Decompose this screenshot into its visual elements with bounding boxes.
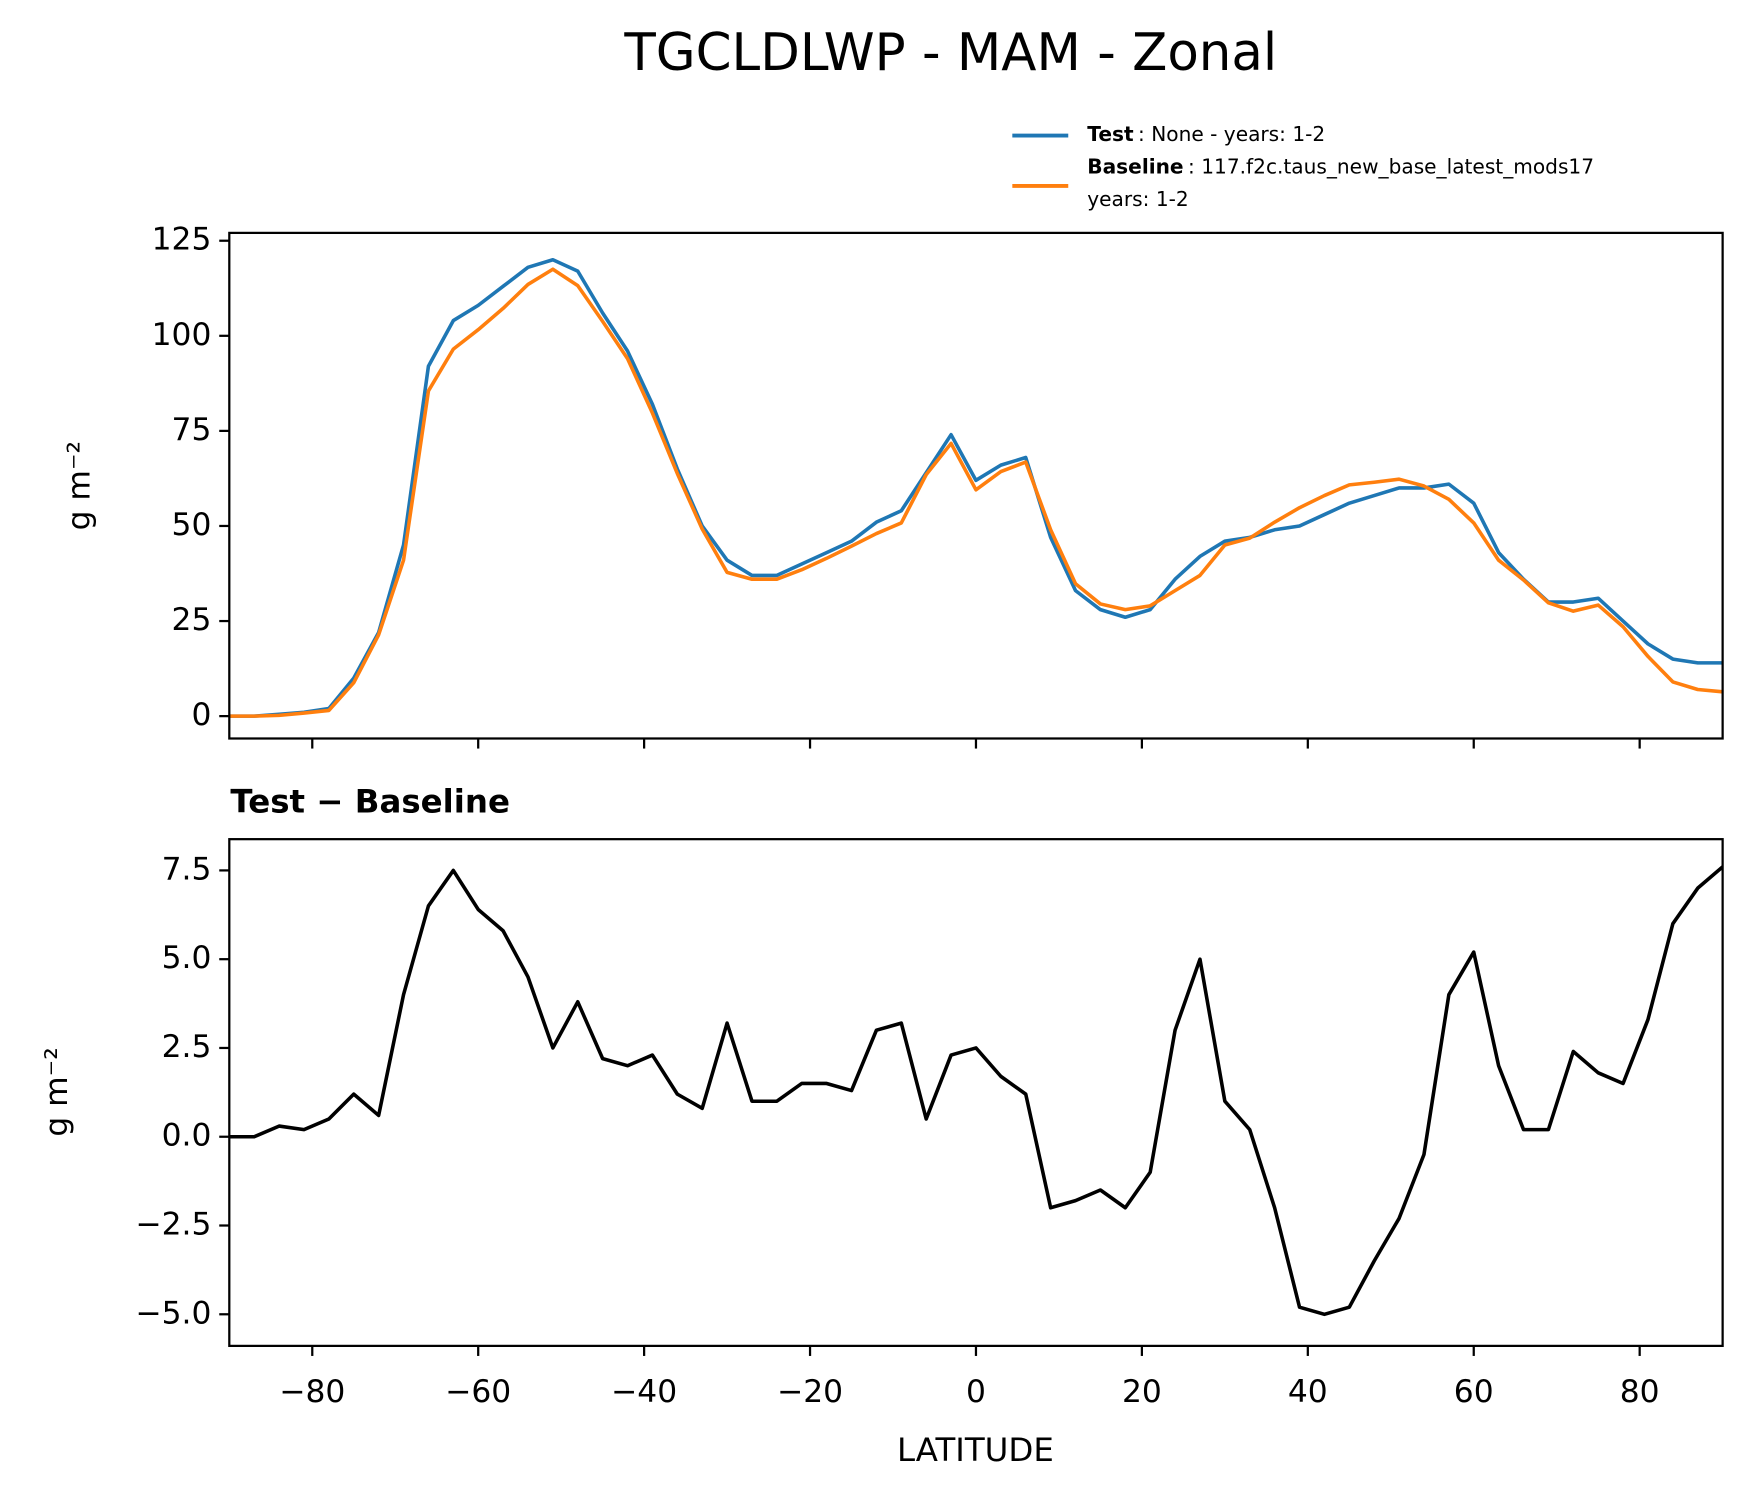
axes-frame — [228, 838, 1724, 1348]
data-line — [229, 865, 1723, 1317]
data-line — [229, 267, 1723, 718]
x-tick-label: −80 — [279, 1374, 345, 1410]
legend-name: Baseline — [1087, 155, 1183, 179]
x-tick-label: −20 — [777, 1374, 843, 1410]
panel-title: Test − Baseline — [230, 782, 510, 820]
legend-text: : None - years: 1-2 — [1138, 122, 1325, 146]
y-tick-label: 7.5 — [162, 851, 212, 887]
x-tick-label: 60 — [1454, 1374, 1494, 1410]
data-line — [229, 257, 1723, 718]
y-tick-label: 50 — [172, 507, 212, 543]
y-tick-label: 5.0 — [162, 940, 212, 976]
x-tick-label: −60 — [445, 1374, 511, 1410]
y-tick-label: −2.5 — [135, 1207, 211, 1243]
x-axis-label: LATITUDE — [897, 1431, 1054, 1469]
x-tick-label: 40 — [1288, 1374, 1328, 1410]
y-axis-label: g m⁻² — [62, 441, 98, 530]
y-tick-label: 0 — [191, 697, 211, 733]
figure-title: TGCLDLWP - MAM - Zonal — [623, 23, 1277, 83]
axes-frame — [228, 231, 1724, 740]
x-tick-label: −40 — [611, 1374, 677, 1410]
x-tick-label: 20 — [1122, 1374, 1162, 1410]
legend-text: : 117.f2c.taus_new_base_latest_mods17 — [1188, 155, 1594, 179]
y-tick-label: 75 — [172, 412, 212, 448]
x-tick-label: 80 — [1620, 1374, 1660, 1410]
y-tick-label: −5.0 — [135, 1295, 211, 1331]
y-tick-label: 125 — [152, 222, 212, 258]
y-tick-label: 2.5 — [162, 1029, 212, 1065]
y-tick-label: 100 — [152, 317, 212, 353]
y-tick-label: 25 — [172, 602, 212, 638]
legend-text: years: 1-2 — [1087, 187, 1188, 211]
y-tick-label: 0.0 — [162, 1118, 212, 1154]
y-axis-label: g m⁻² — [39, 1047, 75, 1136]
legend-name: Test — [1087, 122, 1134, 146]
x-tick-label: 0 — [966, 1374, 986, 1410]
